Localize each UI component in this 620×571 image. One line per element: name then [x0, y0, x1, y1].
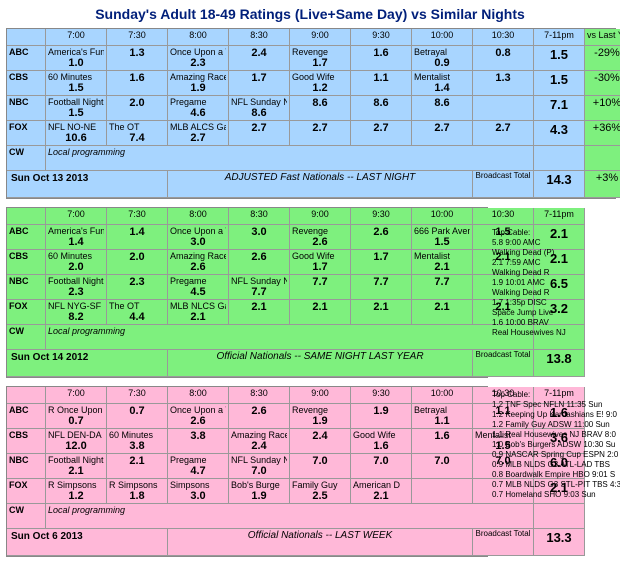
row-abc: ABC America's Funniest Home1.0 1.3 Once … [7, 46, 620, 71]
row-cw: CW Local programming [7, 146, 620, 171]
header-row: 7:00 7:30 8:00 8:30 9:00 9:30 10:00 10:3… [7, 208, 585, 225]
side-cable-p3: Top Cable: 1.2 TNF Spec NFLN 11:35 Sun1.… [492, 390, 620, 500]
footer-row: Sun Oct 13 2013 ADJUSTED Fast Nationals … [7, 171, 620, 198]
side-cable-p2: Top Cable: 5.8 9:00 AMCWalking Dead (P)2… [492, 228, 620, 338]
panel-last-year: 7:00 7:30 8:00 8:30 9:00 9:30 10:00 10:3… [6, 207, 488, 378]
row-nbc: NBC Football Night in America1.5 2.0 Pre… [7, 96, 620, 121]
row-cbs: CBS 60 Minutes1.5 1.6 Amazing Race1.9 1.… [7, 71, 620, 96]
row-fox: FOX NFL NO-NE10.6 The OT7.4 MLB ALCS Gam… [7, 121, 620, 146]
panel-last-week: 7:00 7:30 8:00 8:30 9:00 9:30 10:00 10:3… [6, 386, 488, 557]
page-title: Sunday's Adult 18-49 Ratings (Live+Same … [6, 6, 614, 22]
header-row: 7:00 7:30 8:00 8:30 9:00 9:30 10:00 10:3… [7, 29, 620, 46]
panel-last-night: 7:00 7:30 8:00 8:30 9:00 9:30 10:00 10:3… [6, 28, 616, 199]
